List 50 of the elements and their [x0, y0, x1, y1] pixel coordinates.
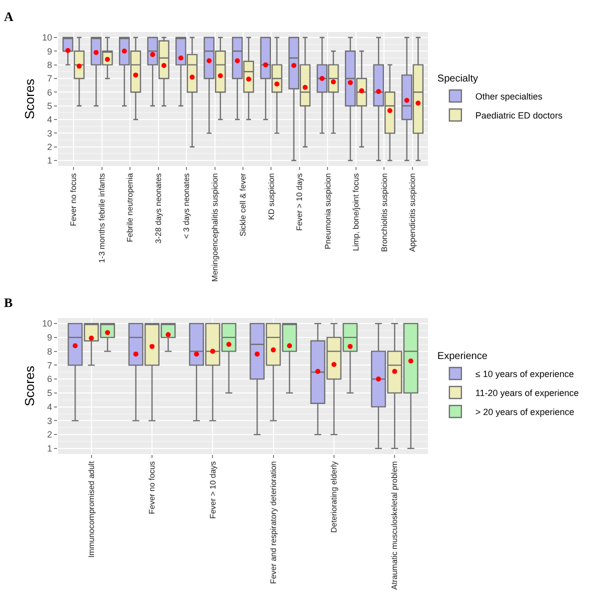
x-tick-label: Limp, bone/joint focus	[352, 173, 361, 252]
x-tick-label: 1-3 months febrile infants	[97, 173, 106, 264]
y-tick-label: 9	[47, 46, 52, 56]
x-tick-label: Pneumonia suspicion	[323, 173, 332, 250]
chart-title: A	[4, 9, 14, 24]
y-tick-label: 8	[47, 346, 52, 356]
x-tick-label: KD suspicion	[266, 173, 276, 220]
y-tick-label: 1	[47, 156, 52, 166]
x-tick-label: Sickle cell & fever	[238, 172, 248, 236]
y-tick-label: 5	[47, 100, 52, 111]
y-tick-label: 2	[47, 430, 52, 440]
y-tick-label: 6	[47, 87, 52, 98]
y-axis-title: Scores	[22, 78, 38, 120]
y-tick-label: 7	[47, 360, 52, 370]
legend-label: Other specialties	[475, 92, 543, 102]
x-tick-label: < 3 days neonates	[182, 173, 192, 239]
x-tick-label: Deteriorating elderly	[330, 461, 339, 533]
x-tick-label: Meningoencephalitis suspicion	[210, 173, 220, 282]
x-tick-label: Fever > 10 days	[295, 173, 304, 231]
x-tick-label: Bronchiolitis suspicion	[380, 173, 389, 252]
x-tick-label: Fever no focus	[69, 173, 78, 226]
legend-title: Experience	[437, 351, 488, 362]
x-tick-label: Fever and respiratory deterioration	[268, 461, 278, 584]
legend-label: ≤ 10 years of experience	[475, 369, 574, 380]
x-tick-label: 3-28 days neonates	[154, 173, 163, 244]
x-tick-label: Immunocompromised adult	[86, 460, 96, 558]
legend-label: Paediatric ED doctors	[475, 110, 563, 121]
legend-label: > 20 years of experience	[475, 407, 574, 418]
y-tick-label: 5	[47, 388, 52, 398]
x-tick-label: Atraumatic musculoskeletal problem	[390, 460, 400, 590]
y-tick-label: 8	[47, 60, 52, 70]
y-tick-label: 1	[47, 444, 52, 454]
legend-title: Specialty	[437, 74, 478, 84]
y-tick-label: 2	[47, 142, 52, 152]
x-tick-label: Fever no focus	[148, 461, 157, 514]
x-tick-label: Febrile neutropenia	[126, 172, 135, 242]
y-tick-label: 6	[47, 374, 52, 384]
y-tick-label: 3	[47, 128, 52, 138]
y-tick-label: 4	[47, 402, 52, 412]
y-tick-label: 9	[47, 332, 52, 343]
x-tick-label: Fever > 10 days	[208, 461, 218, 519]
y-tick-label: 4	[47, 114, 52, 125]
y-tick-label: 3	[47, 416, 52, 426]
y-tick-label: 7	[47, 74, 52, 84]
x-tick-label: Appendicitis suspicion	[408, 173, 418, 252]
y-tick-label: 10	[42, 318, 52, 329]
y-tick-label: 10	[42, 32, 52, 43]
y-axis-title: Scores	[22, 365, 38, 406]
legend-label: 11-20 years of experience	[475, 388, 579, 398]
chart-title: B	[4, 295, 13, 310]
